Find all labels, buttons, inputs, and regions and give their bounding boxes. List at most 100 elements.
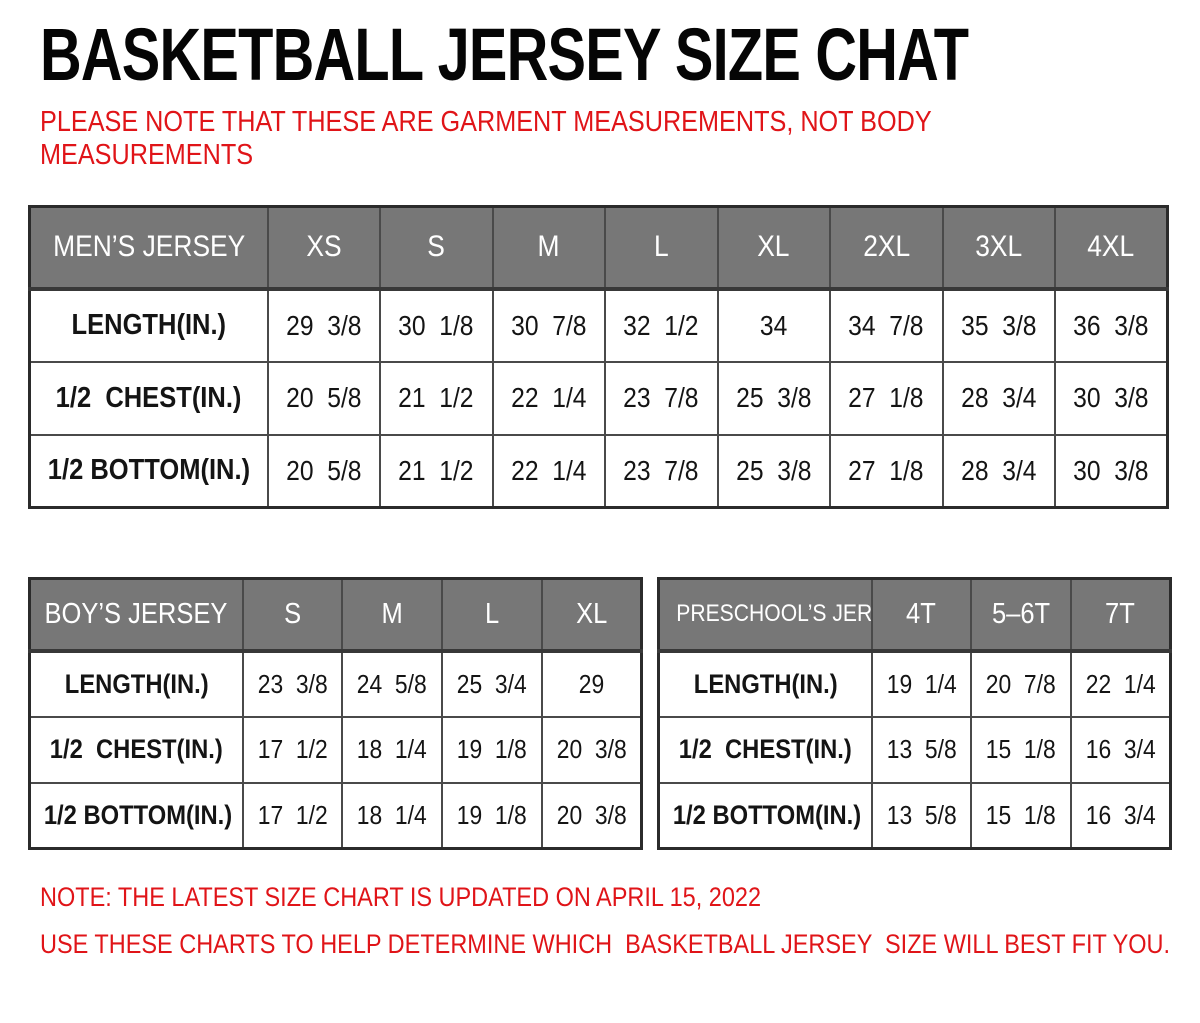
size-column-header: XS	[266, 205, 381, 291]
measurement-row: LENGTH(IN.) 29 3/8 30 1/8 30 7/8 32 1/2 34 34 …	[28, 287, 1169, 363]
size-header-row: MEN’S JERSEY XS S M L XL 2XL 3XL 4XL	[28, 205, 1169, 291]
size-value: 17 1/2	[241, 715, 344, 784]
size-value-text: 30 3/8	[1073, 382, 1149, 413]
size-value-text: 25 3/4	[456, 668, 527, 699]
preschool-jersey-table: PRESCHOOL’S JERSEY 4T 5–6T 7T LENGTH(IN.) 19 …	[657, 577, 1172, 850]
size-value-text: 32 1/2	[623, 309, 699, 341]
size-value-text: 27 1/8	[848, 454, 924, 486]
size-chart-page: BASKETBALL JERSEY SIZE CHAT PLEASE NOTE …	[0, 16, 1200, 1023]
size-value: 15 1/8	[970, 781, 1072, 850]
size-value-text: 20 5/8	[286, 382, 362, 413]
size-column-header-text: S	[427, 230, 446, 264]
size-value: 16 3/4	[1069, 781, 1172, 850]
size-value: 21 1/2	[379, 433, 494, 509]
size-column-header-text: 4T	[906, 597, 937, 630]
size-column-header: M	[341, 577, 443, 653]
size-value-text: 15 1/8	[985, 799, 1056, 830]
size-value-text: 29 3/8	[286, 309, 362, 341]
measurement-row: 1/2 CHEST(IN.) 13 5/8 15 1/8 16 3/4	[657, 715, 1172, 784]
size-value: 28 3/4	[941, 433, 1056, 509]
row-label: 1/2 BOTTOM(IN.)	[28, 433, 269, 509]
size-value: 29	[540, 649, 643, 718]
size-value: 29 3/8	[266, 287, 381, 363]
row-label: 1/2 CHEST(IN.)	[28, 715, 244, 784]
size-value: 16 3/4	[1069, 715, 1172, 784]
table-name-header: PRESCHOOL’S JERSEY	[657, 577, 873, 653]
size-value-text: 25 3/8	[736, 454, 812, 486]
size-column-header: S	[241, 577, 344, 653]
size-value-text: 15 1/8	[985, 734, 1056, 764]
size-value-text: 27 1/8	[848, 382, 924, 413]
size-value: 32 1/2	[604, 287, 719, 363]
table-name-header: MEN’S JERSEY	[28, 205, 269, 291]
size-value: 19 1/4	[870, 649, 973, 718]
size-value-text: 24 5/8	[357, 668, 428, 699]
size-column-header: M	[491, 205, 606, 291]
size-value: 27 1/8	[829, 433, 944, 509]
size-value-text: 20 5/8	[286, 454, 362, 486]
size-column-header: 4T	[870, 577, 973, 653]
size-column-header-text: 2XL	[862, 230, 910, 264]
row-label: LENGTH(IN.)	[28, 649, 244, 718]
size-value-text: 19 1/8	[456, 734, 527, 764]
size-header-row: PRESCHOOL’S JERSEY 4T 5–6T 7T	[657, 577, 1172, 653]
size-value-text: 18 1/4	[357, 799, 428, 830]
size-column-header-text: XL	[575, 597, 607, 630]
table-name-header: BOY’S JERSEY	[28, 577, 244, 653]
size-column-header: 5–6T	[970, 577, 1072, 653]
size-value-text: 23 7/8	[623, 454, 699, 486]
measurement-row: 1/2 BOTTOM(IN.) 20 5/8 21 1/2 22 1/4 23 7/8 2…	[28, 433, 1169, 509]
size-value-text: 22 1/4	[1085, 668, 1156, 699]
row-label-text: LENGTH(IN.)	[693, 668, 838, 699]
row-label-text: 1/2 CHEST(IN.)	[678, 734, 852, 764]
size-value-text: 30 1/8	[398, 309, 474, 341]
size-value: 21 1/2	[379, 360, 494, 436]
size-value: 23 7/8	[604, 360, 719, 436]
size-value-text: 18 1/4	[357, 734, 428, 764]
size-value-text: 30 7/8	[511, 309, 587, 341]
row-label: LENGTH(IN.)	[657, 649, 873, 718]
size-column-header-text: 5–6T	[991, 597, 1051, 630]
table-name-header-text: PRESCHOOL’S JERSEY	[676, 600, 872, 628]
size-value: 36 3/8	[1054, 287, 1169, 363]
table-name-header-text: MEN’S JERSEY	[52, 230, 245, 264]
size-value: 28 3/4	[941, 360, 1056, 436]
size-value: 22 1/4	[491, 360, 606, 436]
size-value-text: 13 5/8	[886, 734, 957, 764]
size-value-text: 19 1/8	[456, 799, 527, 830]
size-value-text: 20 3/8	[556, 734, 627, 764]
size-value: 19 1/8	[441, 715, 543, 784]
size-value-text: 20 7/8	[985, 668, 1056, 699]
size-value: 20 3/8	[540, 715, 643, 784]
size-value: 25 3/4	[441, 649, 543, 718]
row-label-text: 1/2 BOTTOM(IN.)	[43, 799, 233, 830]
size-column-header-text: 7T	[1105, 597, 1136, 630]
size-value: 13 5/8	[870, 781, 973, 850]
size-value-text: 21 1/2	[398, 454, 474, 486]
footer-notes: NOTE: THE LATEST SIZE CHART IS UPDATED O…	[40, 882, 1200, 959]
row-label-text: 1/2 BOTTOM(IN.)	[47, 454, 250, 487]
size-column-header-text: XL	[757, 230, 790, 264]
size-value-text: 19 1/4	[886, 668, 957, 699]
size-value: 20 7/8	[970, 649, 1072, 718]
row-label: 1/2 CHEST(IN.)	[28, 360, 269, 436]
size-value: 24 5/8	[341, 649, 443, 718]
page-title-text: BASKETBALL JERSEY SIZE CHAT	[40, 13, 969, 96]
size-value: 23 7/8	[604, 433, 719, 509]
size-value-text: 13 5/8	[886, 799, 957, 830]
usage-note: USE THESE CHARTS TO HELP DETERMINE WHICH…	[40, 929, 1171, 959]
row-label-text: LENGTH(IN.)	[71, 309, 227, 341]
size-value: 22 1/4	[491, 433, 606, 509]
mens-jersey-table: MEN’S JERSEY XS S M L XL 2XL 3XL 4XL LENGTH(IN.) 2…	[28, 205, 1169, 509]
size-value: 30 3/8	[1054, 360, 1169, 436]
measurement-row: 1/2 BOTTOM(IN.) 13 5/8 15 1/8 16 3/4	[657, 781, 1172, 850]
size-value-text: 22 1/4	[511, 454, 587, 486]
measurement-row: 1/2 CHEST(IN.) 20 5/8 21 1/2 22 1/4 23 7/8 25…	[28, 360, 1169, 436]
size-value-text: 17 1/2	[257, 799, 328, 830]
size-value: 20 5/8	[266, 360, 381, 436]
size-column-header: 4XL	[1054, 205, 1169, 291]
row-label: LENGTH(IN.)	[28, 287, 269, 363]
size-column-header-text: L	[484, 597, 499, 630]
size-value: 20 3/8	[540, 781, 643, 850]
size-column-header-text: 4XL	[1087, 230, 1135, 264]
